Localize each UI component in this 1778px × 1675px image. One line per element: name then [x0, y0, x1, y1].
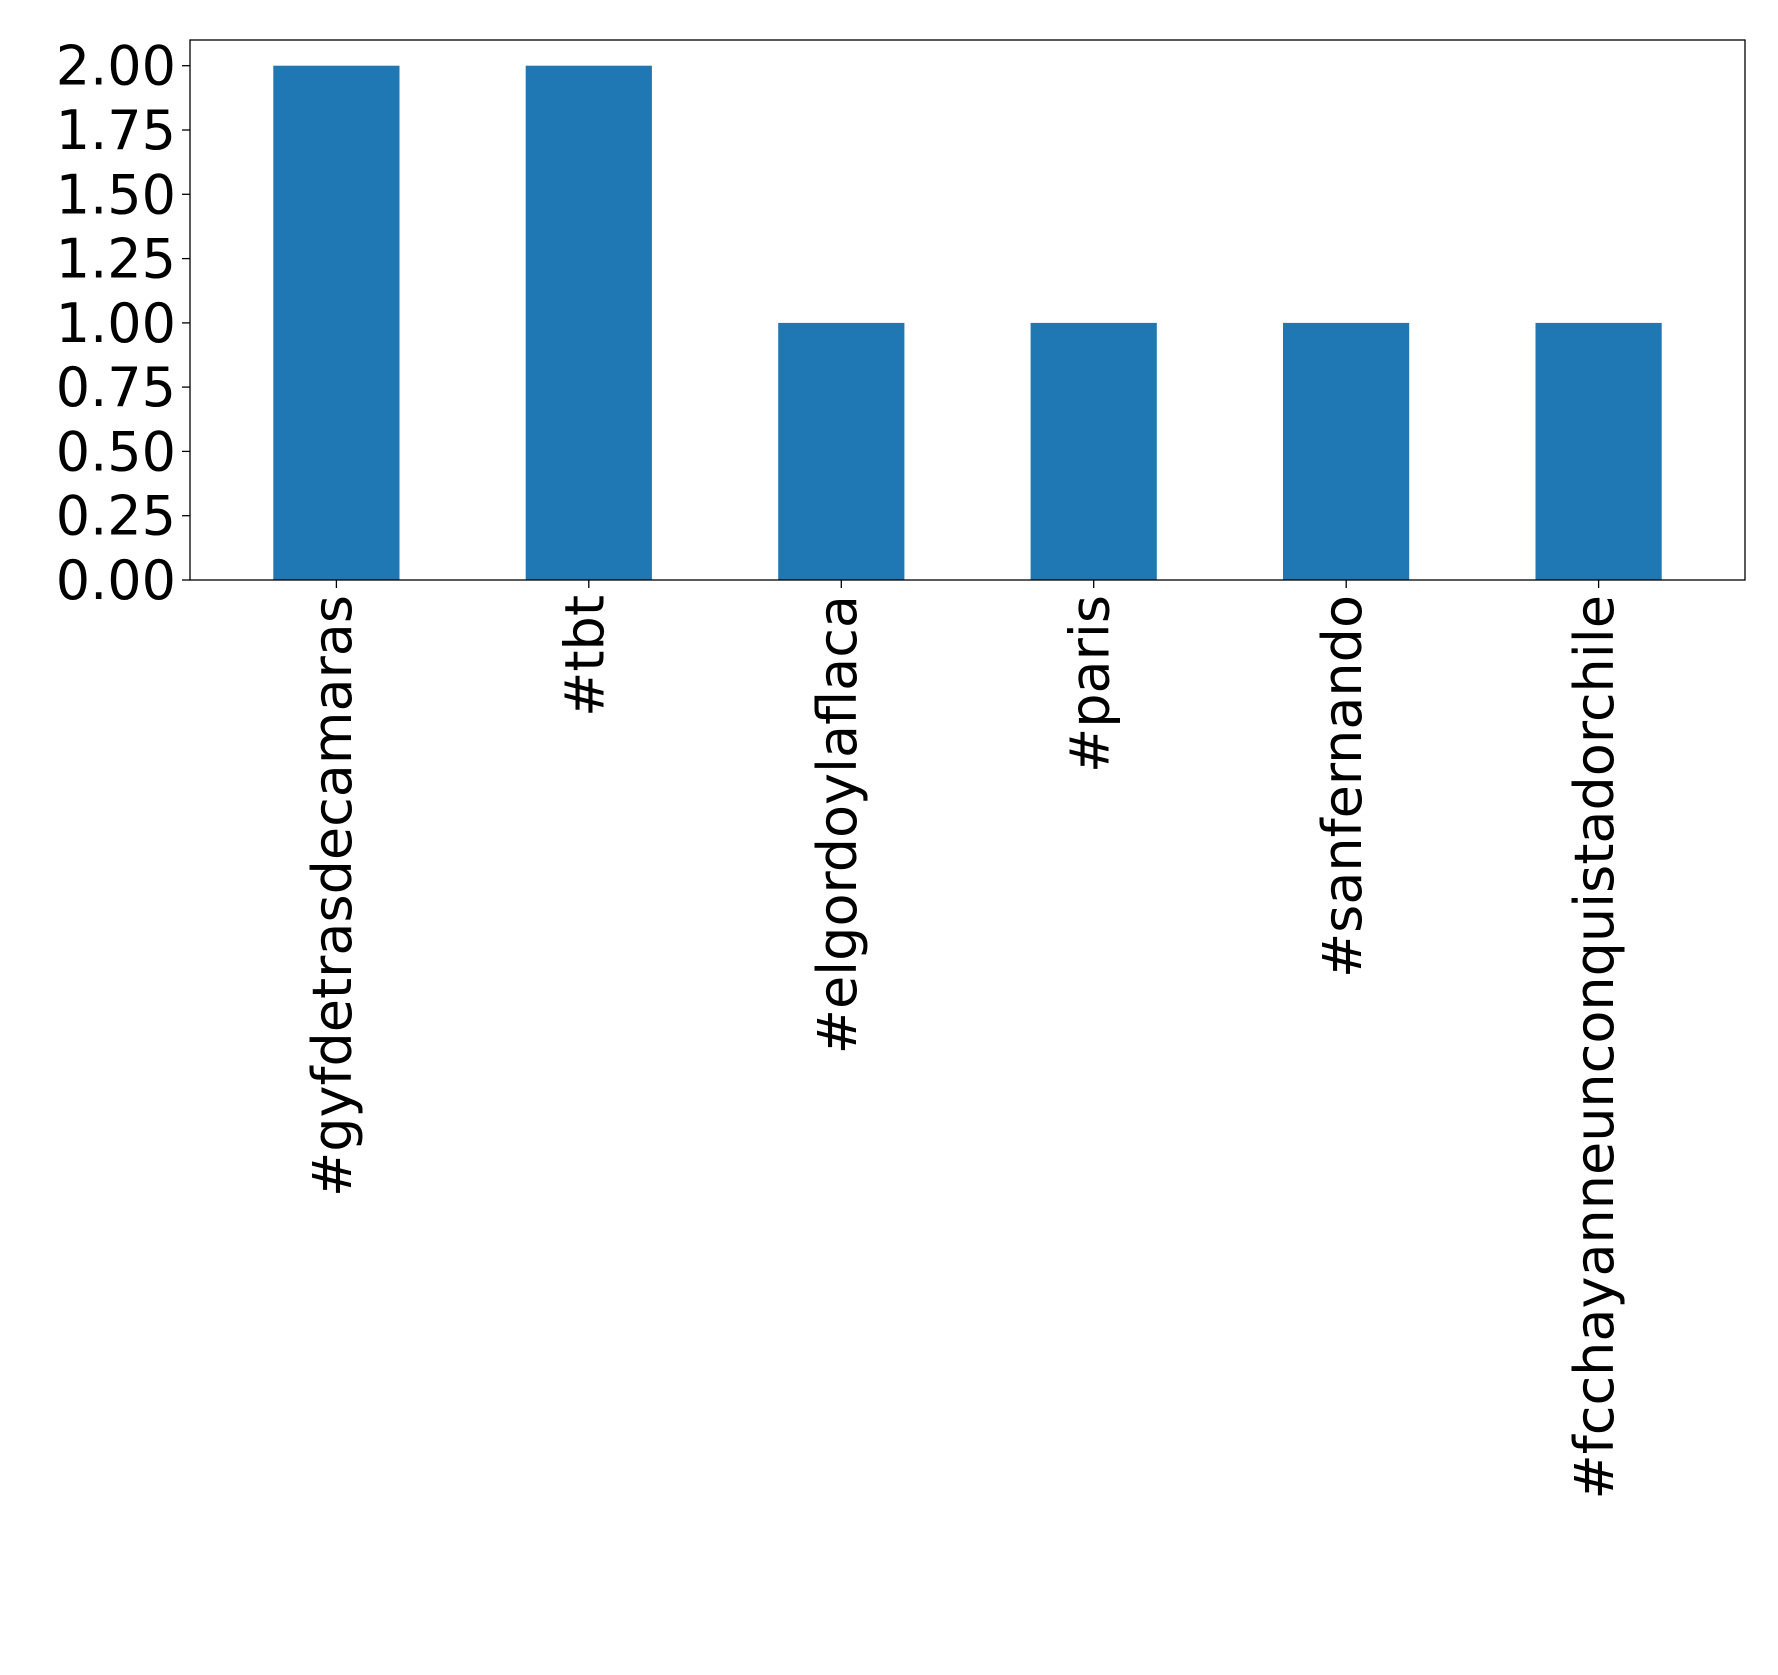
bar: [1283, 322, 1410, 580]
y-tick-label: 2.00: [56, 35, 176, 98]
x-tick-label: #tbt: [553, 595, 616, 717]
bar: [273, 65, 400, 580]
x-tick-label: #sanfernando: [1311, 595, 1374, 978]
bar: [1535, 322, 1662, 580]
bar: [525, 65, 652, 580]
y-tick-label: 0.50: [56, 420, 176, 483]
bar: [778, 322, 905, 580]
y-tick-label: 0.25: [56, 485, 176, 548]
y-tick-label: 1.75: [56, 99, 176, 162]
y-tick-label: 0.75: [56, 356, 176, 419]
bars-layer: [273, 65, 1662, 580]
x-tick-label: #fcchayanneunconquistadorchile: [1563, 595, 1626, 1499]
y-tick-label: 1.00: [56, 292, 176, 355]
y-axis: 0.000.250.500.751.001.251.501.752.00: [56, 35, 190, 612]
y-tick-label: 0.00: [56, 549, 176, 612]
y-tick-label: 1.50: [56, 163, 176, 226]
x-axis: #gyfdetrasdecamaras #tbt #elgordoylaflaca #…: [301, 580, 1626, 1499]
x-tick-label: #elgordoylaflaca: [806, 595, 869, 1054]
bar: [1030, 322, 1157, 580]
x-tick-label: #gyfdetrasdecamaras: [301, 595, 364, 1197]
y-tick-label: 1.25: [56, 228, 176, 291]
plot-area-frame: [189, 39, 1746, 581]
x-tick-label: #paris: [1058, 595, 1121, 773]
